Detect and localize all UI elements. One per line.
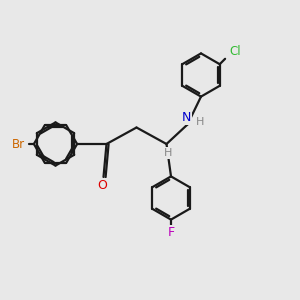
Text: Br: Br <box>12 137 25 151</box>
Text: N: N <box>181 111 191 124</box>
Text: O: O <box>97 179 107 192</box>
Text: Cl: Cl <box>230 45 241 58</box>
Text: H: H <box>164 148 172 158</box>
Text: H: H <box>196 117 204 127</box>
Text: F: F <box>167 226 175 239</box>
